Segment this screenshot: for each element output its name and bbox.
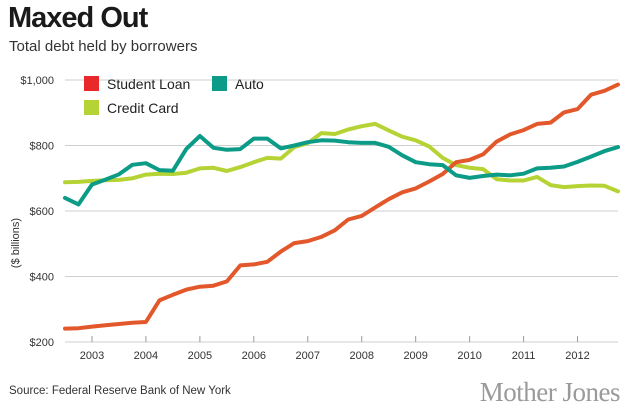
y-tick-label: $800 xyxy=(30,141,54,153)
y-tick-label: $1,000 xyxy=(20,75,54,87)
legend: Student Loan Auto Credit Card xyxy=(84,76,264,116)
x-tick-label: 2005 xyxy=(188,350,212,362)
x-axis-ticks: 2003 2004 2005 2006 2007 2008 2009 2010 2011 2012 xyxy=(80,336,590,362)
x-tick-label: 2007 xyxy=(296,350,320,362)
gridlines xyxy=(65,79,618,343)
series-line-student-loan xyxy=(63,82,620,331)
legend-swatch-auto xyxy=(212,76,227,91)
legend-label-student-loan: Student Loan xyxy=(107,76,190,92)
legend-swatch-student-loan xyxy=(84,76,99,91)
x-tick-label: 2010 xyxy=(457,350,481,362)
series-line-auto xyxy=(63,134,620,207)
x-tick-label: 2012 xyxy=(565,350,589,362)
x-tick-label: 2008 xyxy=(349,350,373,362)
brand-logo: Mother Jones xyxy=(479,377,621,407)
y-tick-label: $600 xyxy=(30,206,54,218)
x-tick-label: 2003 xyxy=(80,350,104,362)
x-tick-label: 2006 xyxy=(242,350,266,362)
page-title: Maxed Out xyxy=(8,2,148,34)
y-axis-ticks: $200 $400 $600 $800 $1,000 xyxy=(20,75,54,349)
y-tick-label: $400 xyxy=(30,272,54,284)
legend-swatch-credit-card xyxy=(84,100,99,115)
x-tick-label: 2009 xyxy=(403,350,427,362)
legend-label-credit-card: Credit Card xyxy=(107,100,179,116)
series-lines xyxy=(63,82,620,331)
y-tick-label: $200 xyxy=(30,337,54,349)
legend-label-auto: Auto xyxy=(235,76,264,92)
source-note: Source: Federal Reserve Bank of New York xyxy=(9,385,231,397)
chart-subtitle: Total debt held by borrowers xyxy=(9,38,198,55)
x-tick-label: 2004 xyxy=(134,350,158,362)
y-axis-label: ($ billions) xyxy=(10,218,22,268)
series-line-credit-card xyxy=(63,121,620,194)
x-tick-label: 2011 xyxy=(512,350,536,362)
